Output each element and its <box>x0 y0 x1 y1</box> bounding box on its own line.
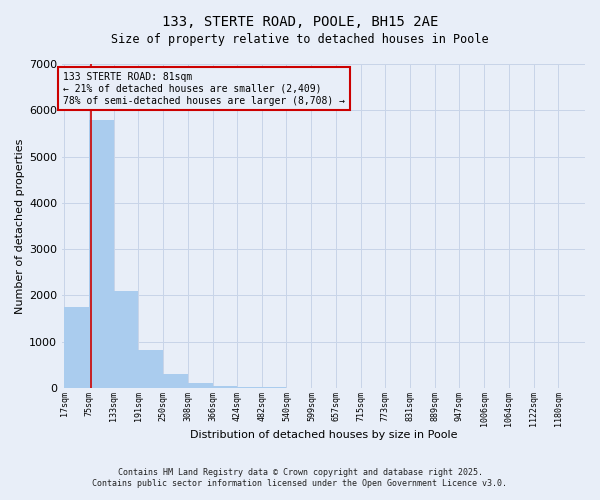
Bar <box>89 120 113 388</box>
Bar <box>237 387 262 388</box>
Y-axis label: Number of detached properties: Number of detached properties <box>15 138 25 314</box>
Bar <box>138 350 163 388</box>
Text: Contains HM Land Registry data © Crown copyright and database right 2025.
Contai: Contains HM Land Registry data © Crown c… <box>92 468 508 487</box>
Text: 133 STERTE ROAD: 81sqm
← 21% of detached houses are smaller (2,409)
78% of semi-: 133 STERTE ROAD: 81sqm ← 21% of detached… <box>63 72 345 106</box>
Bar <box>163 374 188 388</box>
Bar <box>212 386 237 388</box>
Text: Size of property relative to detached houses in Poole: Size of property relative to detached ho… <box>111 32 489 46</box>
Bar <box>64 307 89 388</box>
Bar <box>188 382 212 388</box>
Text: 133, STERTE ROAD, POOLE, BH15 2AE: 133, STERTE ROAD, POOLE, BH15 2AE <box>162 15 438 29</box>
X-axis label: Distribution of detached houses by size in Poole: Distribution of detached houses by size … <box>190 430 457 440</box>
Bar <box>113 291 138 388</box>
